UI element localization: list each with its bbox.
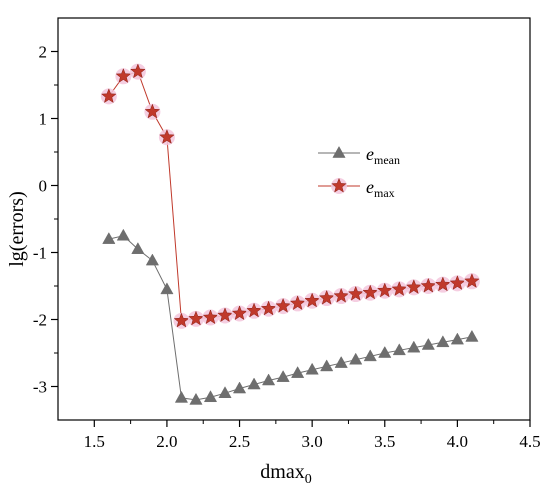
data-point-max-0: [101, 88, 117, 104]
data-point-mean-19: [378, 345, 392, 358]
data-point-max-15: [318, 289, 335, 305]
y-tick-label-0: -3: [33, 378, 47, 397]
data-point-mean-7: [203, 390, 218, 403]
x-tick-label-4: 3.5: [374, 432, 395, 451]
data-point-max-1: [115, 68, 132, 83]
x-axis-label: dmax0: [260, 461, 311, 487]
data-point-max-5: [173, 312, 190, 328]
data-point-max-3: [144, 103, 161, 119]
data-point-max-10: [246, 302, 262, 318]
series-max: [100, 63, 480, 329]
axis-labels: dmax0 lg(errors): [6, 191, 312, 487]
data-point-max-25: [464, 273, 480, 288]
data-point-max-14: [304, 292, 320, 308]
data-point-mean-2: [131, 242, 145, 254]
data-point-max-4: [159, 129, 175, 144]
data-point-mean-1: [116, 228, 130, 241]
legend-marker-max: [331, 177, 347, 193]
data-point-mean-3: [145, 253, 160, 266]
x-tick-label-5: 4.0: [447, 432, 468, 451]
data-point-max-6: [188, 310, 204, 326]
legend-label-max: emax: [366, 177, 395, 200]
data-point-mean-14: [305, 362, 319, 375]
data-point-mean-16: [334, 356, 348, 368]
legend: emean emax: [318, 144, 400, 200]
series-mean-line: [108, 235, 473, 401]
data-point-max-11: [260, 300, 277, 316]
data-point-max-23: [435, 276, 451, 292]
data-point-max-22: [420, 277, 437, 293]
data-point-mean-12: [276, 370, 290, 382]
legend-label-mean: emean: [366, 144, 400, 167]
y-tick-label-5: 2: [39, 43, 48, 62]
data-point-mean-22: [421, 337, 435, 350]
data-point-max-24: [449, 275, 466, 290]
data-point-max-18: [362, 284, 379, 300]
data-point-mean-8: [218, 386, 232, 398]
data-point-mean-21: [407, 340, 421, 353]
data-point-max-20: [391, 281, 408, 296]
x-tick-label-1: 2.0: [156, 432, 177, 451]
y-tick-label-1: -2: [33, 311, 47, 330]
axes: 1.5 2.0 2.5 3.0 3.5 4.0 4.5 -3 -2 -1 0 1 2: [33, 17, 541, 451]
data-point-mean-18: [363, 349, 377, 362]
data-point-max-16: [333, 287, 349, 303]
data-point-max-8: [217, 307, 233, 323]
data-point-max-13: [289, 295, 306, 311]
data-point-max-2: [130, 63, 146, 79]
data-point-mean-20: [392, 343, 406, 356]
data-point-mean-15: [320, 359, 334, 372]
data-point-max-17: [347, 285, 364, 301]
data-point-max-9: [231, 305, 248, 321]
data-point-mean-0: [102, 232, 116, 244]
series-mean: [102, 228, 479, 405]
data-point-mean-24: [450, 332, 464, 345]
x-tick-label-3: 3.0: [302, 432, 323, 451]
y-tick-label-4: 1: [39, 110, 48, 129]
series-layer: [100, 63, 480, 405]
x-tick-label-0: 1.5: [84, 432, 105, 451]
y-tick-label-2: -1: [33, 244, 47, 263]
y-tick-label-3: 0: [39, 177, 48, 196]
data-point-mean-6: [189, 392, 203, 405]
legend-marker-mean: [332, 145, 346, 158]
data-point-mean-11: [261, 373, 276, 386]
data-point-mean-5: [174, 390, 189, 403]
data-point-max-7: [202, 309, 219, 325]
data-point-mean-9: [232, 381, 247, 394]
data-point-max-19: [376, 282, 393, 298]
x-tick-label-2: 2.5: [229, 432, 250, 451]
data-point-mean-17: [349, 352, 363, 365]
data-point-mean-25: [465, 329, 479, 342]
data-point-max-12: [275, 297, 291, 313]
data-point-mean-23: [436, 335, 450, 348]
data-point-mean-13: [291, 366, 305, 378]
data-point-max-21: [406, 279, 422, 294]
y-axis-label: lg(errors): [6, 191, 28, 267]
x-tick-label-6: 4.5: [519, 432, 540, 451]
data-point-mean-4: [160, 282, 174, 295]
data-point-mean-10: [247, 377, 261, 390]
